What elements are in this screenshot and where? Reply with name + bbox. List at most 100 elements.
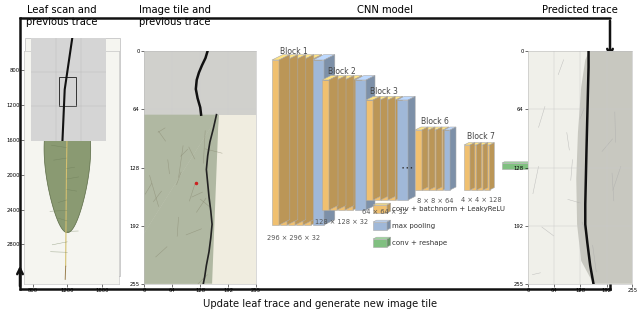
- Polygon shape: [528, 51, 632, 284]
- Text: 64 × 64 × 32: 64 × 64 × 32: [362, 209, 406, 215]
- Polygon shape: [444, 127, 456, 130]
- Polygon shape: [345, 75, 354, 210]
- Polygon shape: [296, 60, 303, 225]
- Polygon shape: [303, 55, 314, 225]
- Polygon shape: [388, 96, 403, 100]
- Polygon shape: [429, 127, 435, 190]
- Text: 4 × 4 × 128: 4 × 4 × 128: [461, 197, 501, 204]
- Polygon shape: [346, 80, 353, 210]
- Text: ⋯: ⋯: [401, 161, 413, 174]
- Polygon shape: [373, 96, 380, 200]
- Polygon shape: [450, 127, 456, 190]
- Polygon shape: [381, 96, 396, 100]
- Polygon shape: [408, 96, 415, 200]
- Text: Leaf scan and
previous trace: Leaf scan and previous trace: [26, 5, 98, 27]
- Polygon shape: [144, 115, 219, 233]
- Polygon shape: [324, 55, 335, 225]
- Polygon shape: [381, 100, 388, 200]
- Polygon shape: [373, 239, 387, 247]
- Polygon shape: [422, 127, 435, 130]
- Polygon shape: [330, 75, 346, 80]
- Polygon shape: [388, 100, 396, 200]
- Polygon shape: [280, 55, 298, 60]
- Text: Block 6: Block 6: [421, 117, 449, 126]
- Polygon shape: [295, 55, 306, 225]
- Polygon shape: [444, 130, 450, 190]
- Polygon shape: [397, 100, 408, 200]
- Polygon shape: [502, 162, 547, 163]
- Polygon shape: [483, 143, 488, 190]
- Polygon shape: [272, 55, 290, 60]
- Text: conv + batchnorm + LeakyReLU: conv + batchnorm + LeakyReLU: [392, 206, 505, 212]
- Text: Block 2: Block 2: [328, 67, 356, 76]
- Polygon shape: [373, 220, 390, 222]
- Polygon shape: [422, 127, 428, 190]
- Polygon shape: [544, 162, 547, 169]
- Polygon shape: [387, 220, 390, 230]
- Bar: [25, 38, 120, 276]
- Text: Image tile and
previous trace: Image tile and previous trace: [139, 5, 211, 27]
- Polygon shape: [288, 60, 295, 225]
- Polygon shape: [280, 60, 287, 225]
- Polygon shape: [322, 80, 329, 210]
- Polygon shape: [483, 143, 494, 145]
- Text: Block 7: Block 7: [467, 132, 495, 141]
- Polygon shape: [322, 75, 338, 80]
- Text: Block 3: Block 3: [370, 87, 398, 96]
- Bar: [60, 77, 76, 106]
- Polygon shape: [429, 130, 436, 190]
- Polygon shape: [415, 127, 428, 130]
- Text: 8 × 8 × 64: 8 × 8 × 64: [417, 198, 453, 204]
- Polygon shape: [381, 96, 388, 200]
- Polygon shape: [387, 237, 390, 247]
- Polygon shape: [337, 75, 346, 210]
- Text: 2 × 128: 2 × 128: [549, 163, 575, 169]
- Polygon shape: [470, 143, 481, 145]
- Polygon shape: [373, 237, 390, 239]
- Polygon shape: [353, 75, 362, 210]
- Text: Update leaf trace and generate new image tile: Update leaf trace and generate new image…: [203, 299, 437, 309]
- Polygon shape: [422, 130, 429, 190]
- Polygon shape: [483, 145, 490, 190]
- Polygon shape: [373, 203, 390, 205]
- Polygon shape: [502, 163, 544, 169]
- Bar: [144, 115, 256, 284]
- Polygon shape: [464, 145, 470, 190]
- Polygon shape: [346, 75, 362, 80]
- Polygon shape: [436, 130, 443, 190]
- Polygon shape: [338, 75, 354, 80]
- Polygon shape: [436, 127, 442, 190]
- Polygon shape: [366, 96, 380, 100]
- Polygon shape: [329, 75, 338, 210]
- Polygon shape: [436, 127, 449, 130]
- Bar: [144, 51, 256, 115]
- Polygon shape: [366, 75, 375, 210]
- Text: conv + reshape: conv + reshape: [392, 240, 447, 246]
- Polygon shape: [470, 143, 475, 190]
- Polygon shape: [477, 143, 488, 145]
- Polygon shape: [373, 205, 387, 213]
- Text: max pooling: max pooling: [392, 223, 435, 229]
- Polygon shape: [443, 127, 449, 190]
- Text: Block 1: Block 1: [280, 47, 308, 56]
- Polygon shape: [296, 55, 314, 60]
- Polygon shape: [311, 55, 322, 225]
- Polygon shape: [288, 55, 306, 60]
- Polygon shape: [330, 80, 337, 210]
- Text: Predicted trace: Predicted trace: [542, 5, 618, 15]
- Text: 128 × 128 × 32: 128 × 128 × 32: [316, 219, 369, 225]
- Polygon shape: [373, 222, 387, 230]
- Polygon shape: [464, 143, 475, 145]
- Polygon shape: [144, 115, 219, 284]
- Polygon shape: [338, 80, 345, 210]
- Text: CNN model: CNN model: [357, 5, 413, 15]
- Polygon shape: [470, 145, 477, 190]
- Polygon shape: [205, 115, 256, 284]
- Polygon shape: [387, 203, 390, 213]
- Polygon shape: [279, 55, 290, 225]
- Polygon shape: [477, 143, 481, 190]
- Polygon shape: [313, 60, 324, 225]
- Text: 296 × 296 × 32: 296 × 296 × 32: [268, 236, 321, 242]
- Polygon shape: [374, 96, 388, 100]
- Polygon shape: [388, 96, 396, 200]
